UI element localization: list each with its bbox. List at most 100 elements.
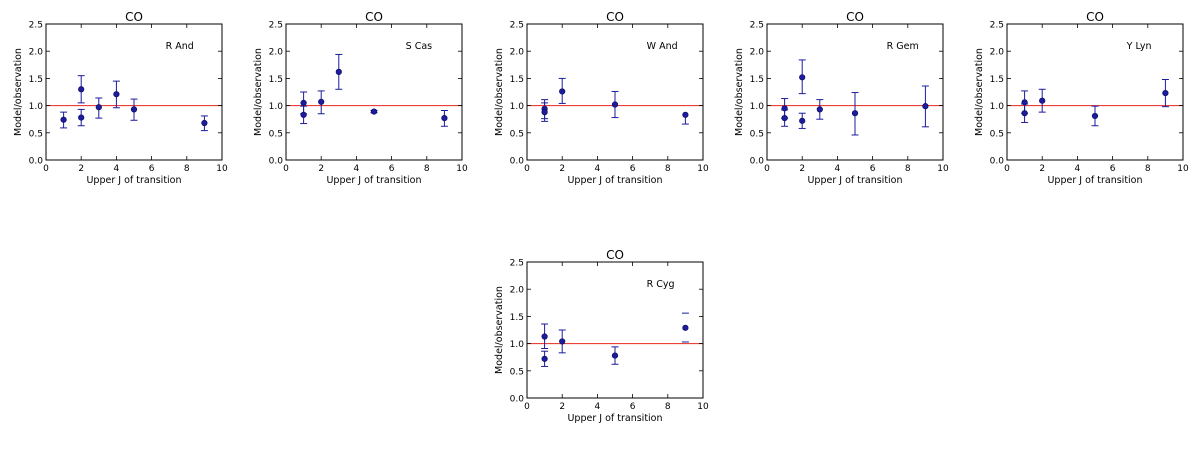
- x-tick-label: 6: [870, 164, 876, 174]
- y-tick-label: 0.5: [750, 129, 764, 139]
- data-point: [541, 109, 548, 116]
- x-tick-label: 10: [216, 164, 228, 174]
- x-tick-label: 4: [114, 164, 120, 174]
- y-tick-label: 0.0: [510, 395, 525, 405]
- axes-frame: [526, 23, 704, 161]
- data-point: [78, 86, 85, 93]
- data-point: [559, 338, 566, 345]
- data-point: [541, 333, 548, 340]
- x-tick-label: 0: [43, 164, 49, 174]
- y-tick-label: 0.0: [269, 157, 284, 167]
- x-tick-label: 10: [697, 164, 709, 174]
- x-tick-label: 2: [559, 164, 565, 174]
- y-tick-label: 2.0: [29, 48, 44, 58]
- y-tick-label: 0.5: [510, 129, 524, 139]
- chart-title: CO: [365, 10, 383, 24]
- x-tick-label: 10: [1177, 164, 1189, 174]
- y-tick-label: 0.0: [510, 157, 525, 167]
- star-name: Y Lyn: [1126, 41, 1152, 52]
- data-point: [60, 116, 67, 123]
- x-tick-label: 4: [595, 164, 601, 174]
- x-tick-label: 0: [524, 402, 530, 412]
- x-tick-label: 6: [149, 164, 155, 174]
- x-tick-label: 8: [665, 402, 671, 412]
- data-point: [300, 111, 307, 118]
- y-tick-label: 2.0: [269, 48, 284, 58]
- y-axis-label: Model/observation: [974, 48, 985, 136]
- y-tick-label: 0.0: [990, 157, 1005, 167]
- y-tick-label: 0.5: [510, 367, 524, 377]
- data-point: [1039, 97, 1046, 104]
- y-tick-label: 1.5: [269, 75, 283, 85]
- y-tick-label: 2.5: [990, 21, 1004, 31]
- panel-w-and: 0 2 4 6 8 10 0.0 0.5 1.0 1.5 2.0 2.5 CO W And Upper J …: [494, 10, 709, 186]
- axes-frame: [45, 23, 223, 161]
- y-tick-label: 0.5: [990, 129, 1004, 139]
- x-tick-label: 6: [630, 164, 636, 174]
- y-tick-label: 1.0: [510, 102, 525, 112]
- data-point: [611, 101, 619, 108]
- data-point: [441, 115, 448, 122]
- x-tick-label: 8: [1145, 164, 1151, 174]
- axes-frame: [766, 23, 944, 161]
- chart-title: CO: [846, 10, 864, 24]
- y-tick-label: 1.5: [750, 75, 764, 85]
- y-axis-label: Model/observation: [253, 48, 264, 136]
- data-point: [781, 115, 788, 122]
- data-point: [78, 114, 85, 121]
- x-tick-label: 2: [78, 164, 84, 174]
- x-tick-label: 4: [1075, 164, 1081, 174]
- y-tick-label: 0.0: [29, 157, 44, 167]
- y-tick-label: 0.5: [269, 129, 283, 139]
- x-axis-label: Upper J of transition: [807, 175, 902, 186]
- data-point: [682, 111, 689, 118]
- data-point: [1162, 89, 1169, 97]
- x-tick-label: 8: [184, 164, 190, 174]
- panel-r-and: 0 2 4 6 8 10 0.0 0.5 1.0 1.5 2.0 2.5 CO R And Upper J …: [13, 10, 228, 186]
- y-tick-label: 1.0: [510, 340, 525, 350]
- y-tick-label: 1.0: [750, 102, 765, 112]
- x-axis-label: Upper J of transition: [567, 175, 662, 186]
- data-point: [370, 108, 378, 115]
- data-point: [95, 104, 102, 111]
- x-tick-label: 8: [424, 164, 430, 174]
- y-axis-label: Model/observation: [494, 48, 505, 136]
- y-axis-label: Model/observation: [494, 286, 505, 374]
- x-axis-label: Upper J of transition: [1047, 175, 1142, 186]
- y-tick-label: 2.0: [510, 48, 525, 58]
- y-tick-label: 2.5: [269, 21, 283, 31]
- y-tick-label: 1.0: [29, 102, 44, 112]
- x-axis-label: Upper J of transition: [326, 175, 421, 186]
- y-tick-label: 2.5: [750, 21, 764, 31]
- data-point: [201, 119, 208, 127]
- x-tick-label: 10: [937, 164, 949, 174]
- star-name: W And: [647, 41, 678, 52]
- x-tick-label: 10: [456, 164, 468, 174]
- x-tick-label: 6: [1110, 164, 1116, 174]
- data-point: [130, 106, 138, 113]
- panel-r-cyg: 0 2 4 6 8 10 0.0 0.5 1.0 1.5 2.0 2.5 CO R Cyg Upper J …: [494, 248, 709, 424]
- x-tick-label: 2: [318, 164, 324, 174]
- axes-frame: [526, 261, 704, 399]
- x-tick-label: 4: [835, 164, 841, 174]
- x-tick-label: 0: [1004, 164, 1010, 174]
- star-name: R Gem: [887, 41, 919, 52]
- x-tick-label: 8: [905, 164, 911, 174]
- x-axis-label: Upper J of transition: [567, 413, 662, 424]
- data-point: [113, 91, 120, 98]
- x-tick-label: 6: [630, 402, 636, 412]
- data-point: [300, 99, 307, 106]
- star-name: S Cas: [406, 41, 433, 52]
- x-tick-label: 8: [665, 164, 671, 174]
- y-tick-label: 1.5: [29, 75, 43, 85]
- x-tick-label: 4: [354, 164, 360, 174]
- axes-frame: [1006, 23, 1184, 161]
- y-tick-label: 2.5: [510, 259, 524, 269]
- chart-title: CO: [125, 10, 143, 24]
- x-tick-label: 0: [524, 164, 530, 174]
- data-point: [922, 103, 929, 110]
- data-point: [318, 98, 325, 105]
- data-point: [682, 324, 689, 331]
- y-tick-label: 1.0: [990, 102, 1005, 112]
